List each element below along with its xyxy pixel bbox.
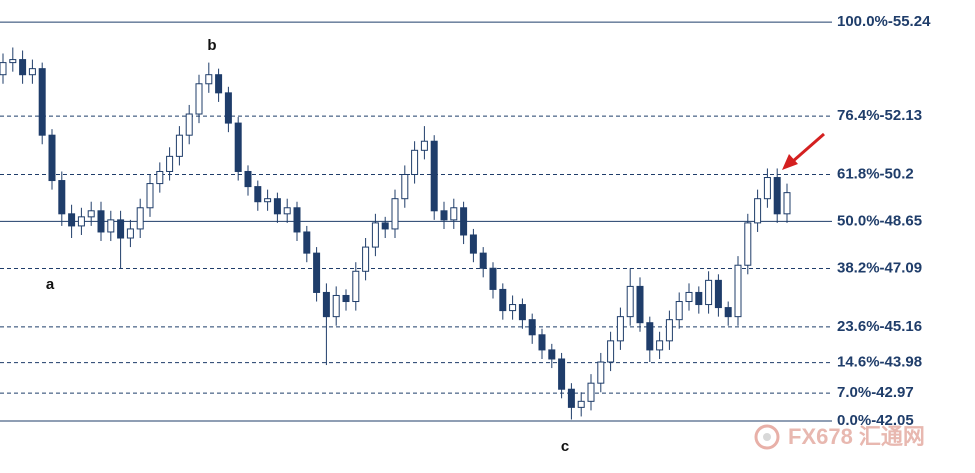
- candle-body: [48, 134, 56, 182]
- candle-body: [362, 246, 370, 272]
- candle-body: [469, 234, 477, 254]
- candle-body: [215, 74, 223, 94]
- candle-body: [479, 252, 487, 269]
- fib-level-label: 38.2%-47.09: [837, 260, 922, 277]
- fib-level-label: 0.0%-42.05: [837, 412, 914, 429]
- watermark-logo: [754, 424, 780, 450]
- candle-body: [656, 340, 664, 351]
- candle-body: [107, 219, 115, 233]
- candle-body: [528, 319, 536, 336]
- candle-body: [97, 210, 105, 233]
- candle-body: [9, 59, 17, 64]
- candle-body: [695, 291, 703, 306]
- candle-body: [567, 388, 575, 408]
- arrow: [782, 132, 825, 170]
- candle-body: [587, 382, 595, 402]
- candle-body: [87, 210, 95, 218]
- candle-body: [734, 264, 742, 318]
- candle-body: [322, 291, 330, 318]
- candle-body: [38, 68, 46, 136]
- annotation: b: [207, 37, 216, 54]
- annotation: c: [561, 438, 569, 455]
- candle-body: [783, 192, 791, 215]
- candle-body: [205, 74, 213, 85]
- candle-body: [234, 122, 242, 172]
- candle-body: [185, 113, 193, 136]
- candle-body: [597, 361, 605, 384]
- watermark: FX678 汇通网: [788, 424, 925, 449]
- candle-body: [744, 222, 752, 266]
- candle-body: [156, 170, 164, 185]
- candle-body: [352, 270, 360, 303]
- fib-level-label: 76.4%-52.13: [837, 107, 922, 124]
- candle-body: [420, 140, 428, 151]
- candle-body: [126, 228, 134, 239]
- candle-body: [430, 140, 438, 212]
- candle-body: [146, 183, 154, 209]
- candle-body: [332, 294, 340, 318]
- candle-body: [577, 400, 585, 408]
- candle-body: [303, 231, 311, 254]
- candle-body: [763, 177, 771, 200]
- candle-body: [19, 59, 27, 76]
- candle-body: [685, 291, 693, 303]
- candle-body: [381, 222, 389, 230]
- candle-body: [538, 334, 546, 351]
- annotation: a: [46, 276, 55, 293]
- candle-body: [754, 198, 762, 224]
- fib-level-label: 14.6%-43.98: [837, 354, 922, 371]
- candle-body: [636, 285, 644, 324]
- candle-body: [254, 186, 262, 203]
- candle-body: [607, 340, 615, 363]
- candle-body: [293, 207, 301, 233]
- candle-body: [136, 207, 144, 230]
- candle-body: [313, 252, 321, 293]
- candle-body: [773, 177, 781, 215]
- fib-level-label: 23.6%-45.16: [837, 318, 922, 335]
- candle-body: [558, 358, 566, 390]
- candle-body: [264, 198, 272, 203]
- candle-body: [117, 219, 125, 239]
- candle-body: [626, 285, 634, 318]
- fib-level-label: 100.0%-55.24: [837, 13, 931, 30]
- candle-body: [58, 180, 66, 215]
- candle-body: [460, 207, 468, 236]
- candle-body: [224, 92, 232, 124]
- candle-body: [724, 307, 732, 318]
- candle-body: [175, 134, 183, 157]
- candle-body: [518, 304, 526, 321]
- candle-body: [411, 149, 419, 176]
- candle-body: [705, 279, 713, 306]
- candle-body: [646, 322, 654, 351]
- candle-body: [489, 267, 497, 290]
- fib-level-label: 7.0%-42.97: [837, 384, 914, 401]
- fib-level-label: 61.8%-50.2: [837, 165, 914, 182]
- fib-level-label: 50.0%-48.65: [837, 212, 922, 229]
- candle-body: [391, 198, 399, 230]
- candle-body: [509, 304, 517, 312]
- candle-body: [342, 294, 350, 303]
- candle-body: [401, 174, 409, 200]
- candle-body: [28, 68, 36, 76]
- candle-body: [283, 207, 291, 215]
- candle-body: [499, 288, 507, 312]
- candle-body: [440, 210, 448, 221]
- candle-body: [616, 316, 624, 342]
- candle-body: [195, 83, 203, 115]
- candle-body: [68, 213, 76, 227]
- candle-body: [371, 222, 379, 248]
- candle-body: [273, 198, 281, 215]
- candle-body: [714, 279, 722, 309]
- plot: 100.0%-55.24 76.4%-52.13 61.8%-50.2 50.0%-4…: [0, 13, 931, 429]
- candle-body: [665, 319, 673, 342]
- candle-body: [244, 170, 252, 188]
- candle-body: [166, 155, 174, 172]
- candle-body: [675, 301, 683, 321]
- candle-body: [548, 349, 556, 360]
- candle-body: [0, 62, 7, 76]
- candle-body: [450, 207, 458, 221]
- candle-body: [77, 216, 85, 227]
